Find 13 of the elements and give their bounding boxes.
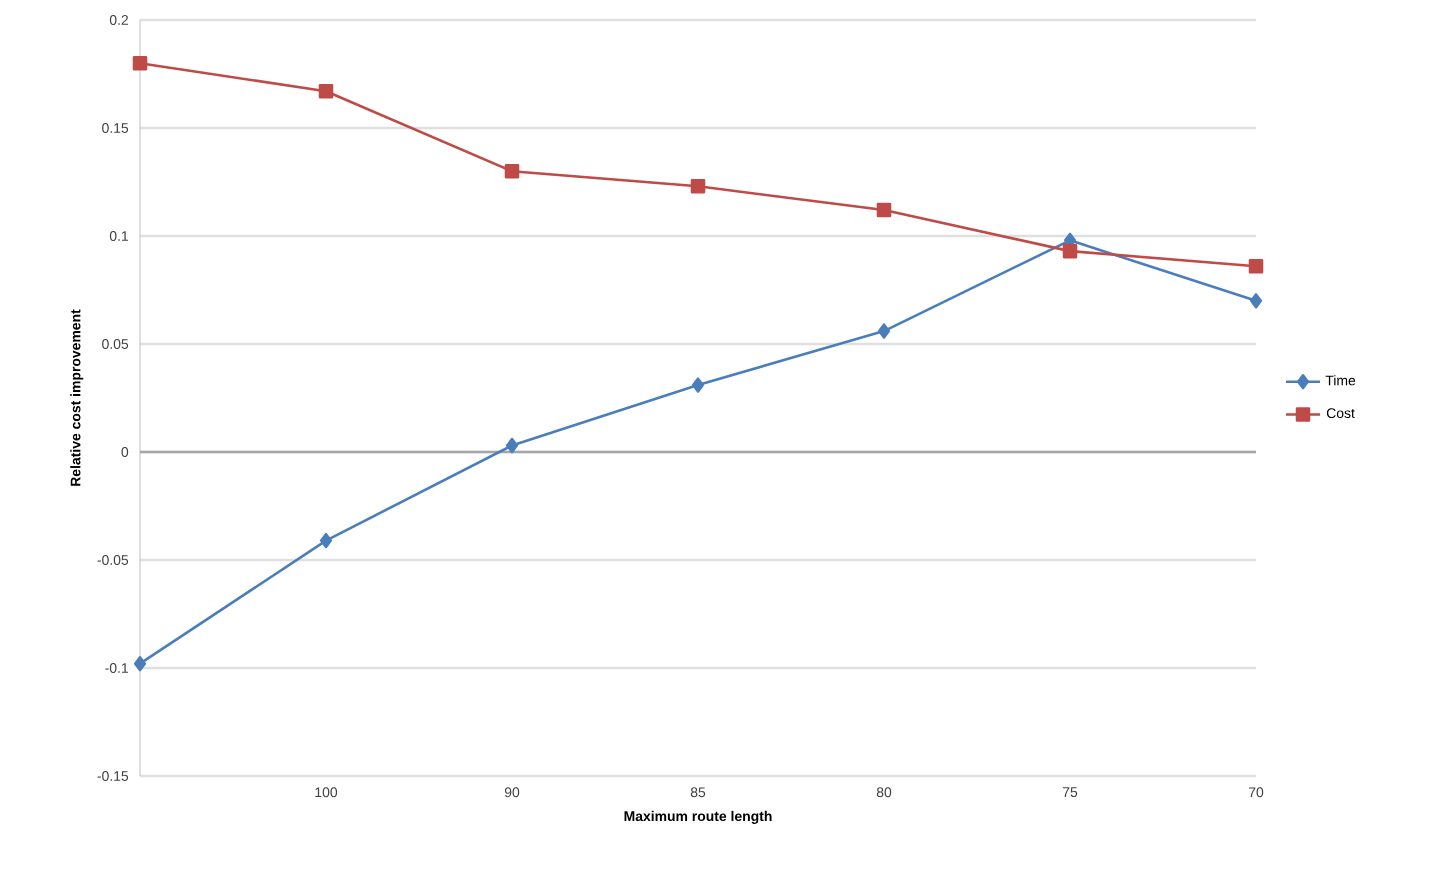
point (1249, 293, 1263, 309)
point (1248, 258, 1264, 274)
point (1062, 243, 1078, 259)
point (690, 179, 706, 194)
point (318, 84, 334, 99)
point (691, 377, 705, 393)
point (132, 55, 148, 71)
point (319, 532, 333, 549)
point (133, 656, 147, 672)
point (877, 323, 891, 339)
point (504, 163, 520, 179)
point (876, 202, 892, 218)
point (505, 437, 519, 454)
